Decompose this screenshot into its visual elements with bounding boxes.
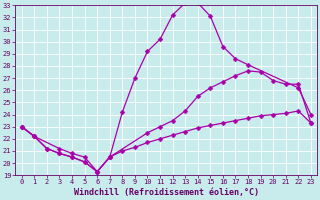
X-axis label: Windchill (Refroidissement éolien,°C): Windchill (Refroidissement éolien,°C) (74, 188, 259, 197)
